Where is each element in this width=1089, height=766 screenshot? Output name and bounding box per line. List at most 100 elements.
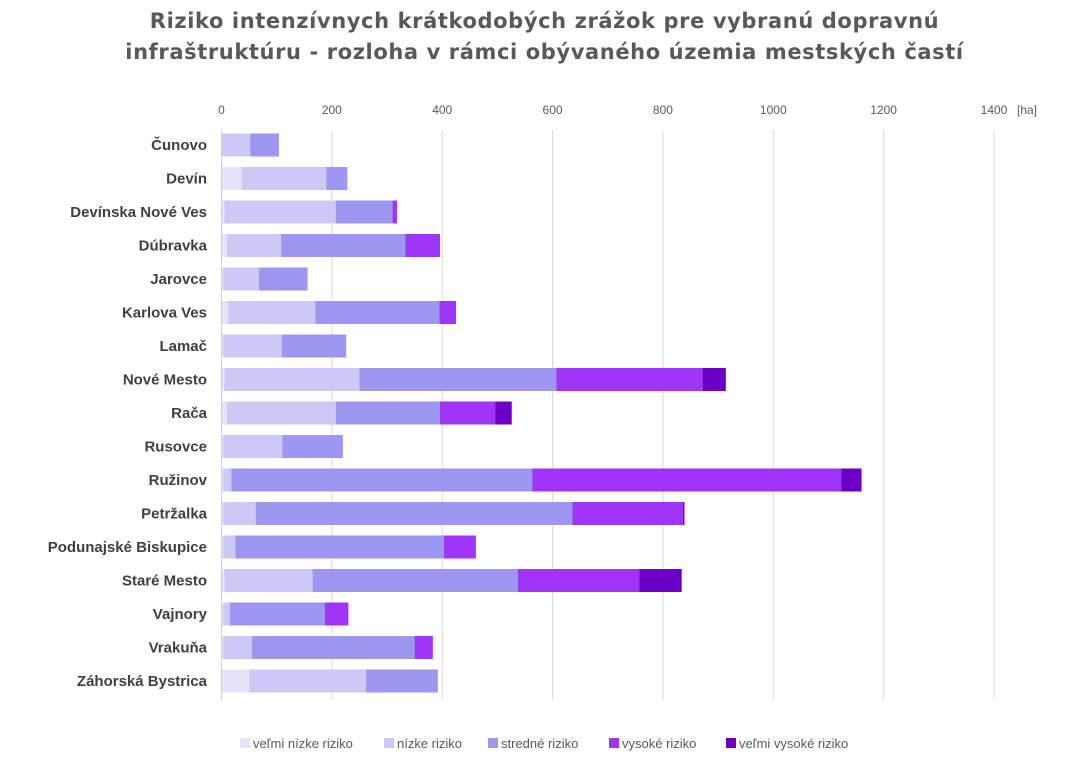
bar-segment (221, 569, 225, 592)
bar-segment (517, 569, 640, 592)
y-category-label: Jarovce (150, 271, 207, 288)
bar-segment (241, 167, 327, 190)
y-category-label: Karlova Ves (122, 305, 207, 322)
y-category-label: Nové Mesto (123, 372, 207, 389)
legend-swatch (240, 738, 250, 748)
y-category-label: Podunajské Biskupice (48, 539, 207, 556)
bar-segment (223, 602, 230, 626)
bar-segment (259, 267, 308, 291)
bar-segment (335, 200, 393, 224)
bar-segment (282, 435, 343, 458)
legend-swatch (384, 738, 394, 748)
y-category-label: Devínska Nové Ves (70, 204, 207, 221)
legend-label: vysoké riziko (622, 736, 696, 751)
y-category-label: Devín (166, 171, 207, 188)
legend-label: veľmi vysoké riziko (739, 736, 848, 751)
bar-segment (440, 401, 496, 425)
bar-segment (223, 535, 236, 559)
bar-segment (228, 301, 316, 324)
y-category-label: Lamač (159, 338, 207, 355)
bar-segment (639, 569, 682, 592)
bar-segment (221, 636, 224, 659)
y-category-label: Čunovo (151, 136, 207, 154)
chart-title-line-1: Riziko intenzívnych krátkodobých zrážok … (149, 9, 940, 33)
y-category-label: Dúbravka (139, 238, 208, 255)
legend-label: nízke riziko (397, 736, 462, 751)
x-axis-unit-label: [ha] (1017, 103, 1037, 117)
bar-segment (326, 167, 348, 190)
bar-segment (251, 636, 415, 659)
bar-segment (221, 234, 228, 257)
bar-segment (281, 234, 406, 257)
bar-segment (221, 468, 224, 492)
bar-segment (221, 435, 224, 458)
bar-segment (495, 401, 512, 425)
bar-segment (221, 401, 228, 425)
y-category-label: Staré Mesto (122, 573, 207, 590)
bar-segment (223, 502, 256, 525)
bar-segment (312, 569, 518, 592)
y-category-label: Vajnory (153, 606, 208, 623)
bar-segment (359, 368, 557, 391)
bar-segment (224, 368, 360, 391)
bar-segment (366, 669, 438, 693)
bar-segment (255, 502, 573, 525)
bar-segment (227, 401, 336, 425)
bar-segment (223, 468, 232, 492)
bar-segment (221, 669, 250, 693)
bar-segment (223, 334, 282, 358)
legend-label: stredné riziko (501, 736, 578, 751)
bar-segment (249, 669, 367, 693)
bar-segment (414, 636, 433, 659)
bar-segment (841, 468, 862, 492)
bar-segment (231, 468, 533, 492)
bar-segment (335, 401, 441, 425)
bar-segment (221, 535, 224, 559)
bar-segment (221, 368, 225, 391)
bar-segment (315, 301, 440, 324)
y-category-label: Vrakuňa (149, 640, 208, 657)
bar-segment (224, 569, 313, 592)
bar-segment (221, 167, 242, 190)
bar-segment (229, 602, 325, 626)
bar-segment (224, 200, 336, 224)
y-category-label: Petržalka (141, 506, 208, 523)
bar-segment (572, 502, 683, 525)
y-category-label: Rusovce (144, 439, 207, 456)
legend-label: veľmi nízke riziko (253, 736, 353, 751)
x-tick-label: 800 (653, 103, 673, 117)
bar-segment (223, 636, 252, 659)
bar-segment (221, 334, 224, 358)
bar-segment (443, 535, 476, 559)
bar-segment (405, 234, 441, 257)
x-tick-label: 400 (432, 103, 452, 117)
x-tick-label: 1200 (870, 103, 897, 117)
legend-swatch (488, 738, 498, 748)
y-category-label: Záhorská Bystrica (77, 673, 208, 690)
x-tick-label: 1000 (760, 103, 787, 117)
bar-segment (702, 368, 726, 391)
bar-segment (392, 200, 397, 224)
y-category-label: Rača (171, 405, 208, 422)
bar-segment (324, 602, 349, 626)
chart-title-line-2: infraštruktúru - rozloha v rámci obývané… (125, 40, 964, 64)
x-tick-label: 0 (218, 103, 225, 117)
bar-segment (682, 502, 685, 525)
bar-segment (439, 301, 457, 324)
legend-swatch (609, 738, 619, 748)
bar-segment (221, 301, 229, 324)
bar-segment (227, 234, 282, 257)
bar-segment (221, 200, 225, 224)
bar-segment (222, 133, 251, 157)
bar-segment (223, 267, 260, 291)
bar-segment (532, 468, 842, 492)
y-category-label: Ružinov (149, 472, 208, 489)
x-tick-label: 200 (322, 103, 342, 117)
bar-segment (235, 535, 444, 559)
x-tick-label: 600 (543, 103, 563, 117)
bar-segment (221, 502, 224, 525)
x-tick-label: 1400 (981, 103, 1008, 117)
bar-segment (281, 334, 347, 358)
bar-segment (221, 602, 224, 626)
